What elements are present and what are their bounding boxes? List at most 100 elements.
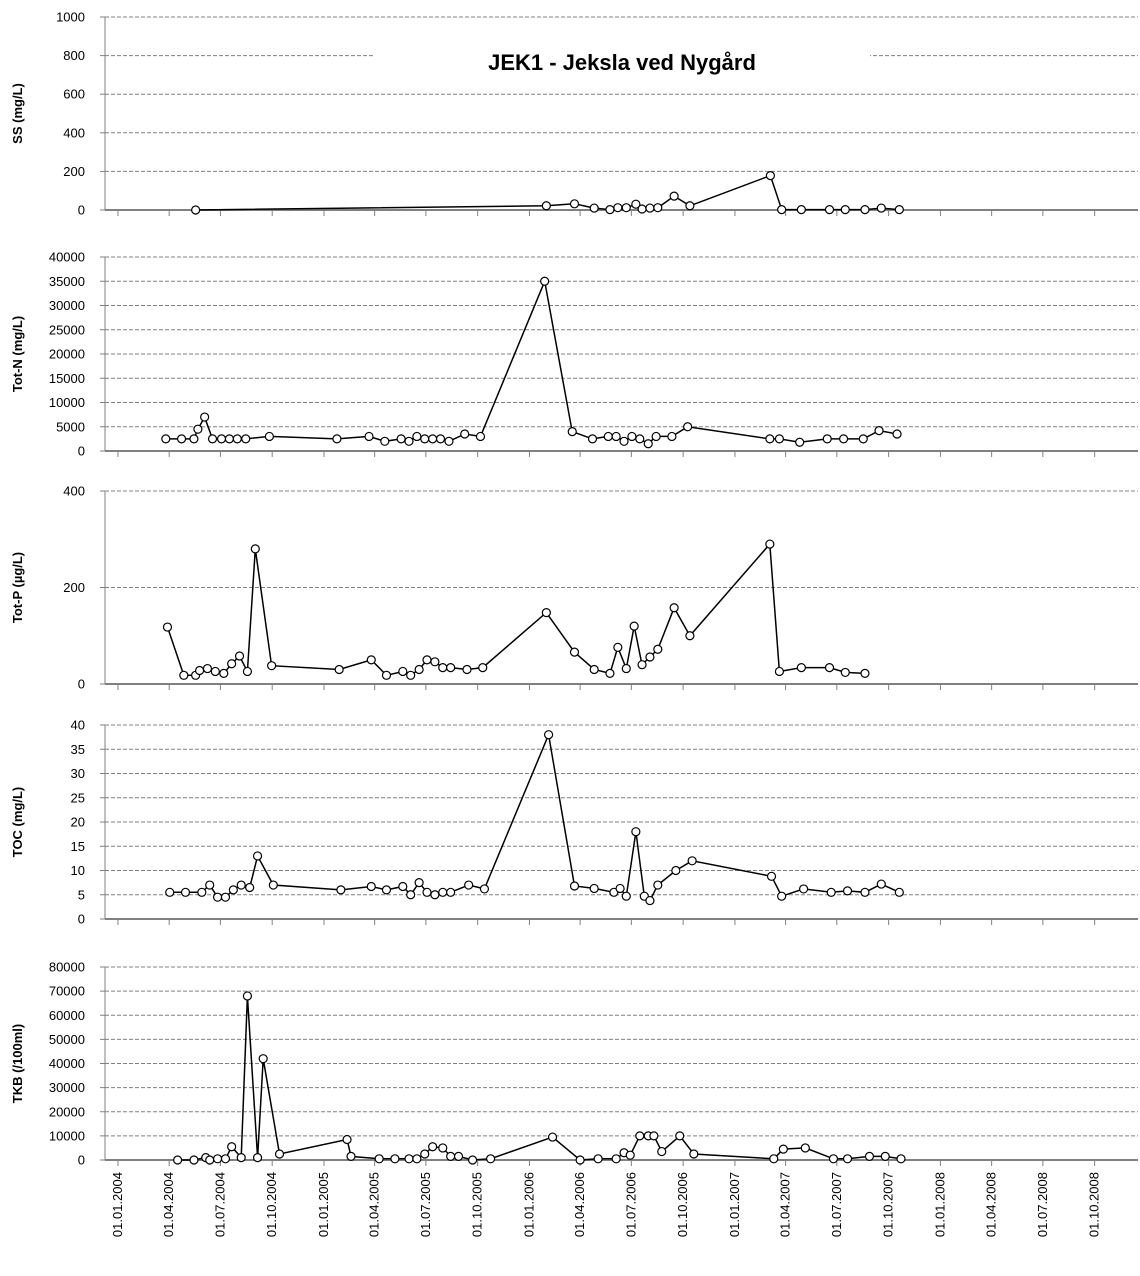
data-point <box>547 1132 558 1142</box>
data-point <box>422 887 432 897</box>
y-tick-label: 200 <box>63 164 85 179</box>
data-point <box>543 730 554 740</box>
y-tick-label: 40000 <box>49 250 85 265</box>
data-point <box>671 865 681 876</box>
data-point <box>478 662 488 673</box>
data-point <box>777 891 787 901</box>
data-point <box>625 1150 635 1160</box>
data-point <box>430 890 440 900</box>
x-tick-label: 01.07.2004 <box>212 1172 227 1237</box>
data-point <box>842 1154 853 1164</box>
data-point <box>645 895 655 906</box>
data-point <box>635 434 645 444</box>
data-point <box>824 662 835 673</box>
data-point <box>267 661 277 671</box>
x-tick-label: 01.01.2008 <box>932 1172 947 1237</box>
data-point <box>446 662 456 673</box>
data-point <box>197 887 207 897</box>
data-point <box>840 667 850 678</box>
data-point <box>575 1155 585 1165</box>
y-tick-label: 70000 <box>49 984 85 999</box>
y-tick-label: 60000 <box>49 1008 85 1023</box>
data-point <box>864 1151 875 1161</box>
data-point <box>241 434 251 444</box>
data-point <box>824 205 835 215</box>
data-point <box>398 881 408 892</box>
data-point <box>894 887 904 897</box>
x-tick-label: 01.01.2005 <box>316 1172 331 1237</box>
data-line <box>169 732 900 902</box>
data-point <box>236 1152 246 1163</box>
data-point <box>569 199 580 209</box>
data-point <box>268 880 278 890</box>
data-point <box>438 662 448 673</box>
data-point <box>236 880 246 890</box>
data-point <box>428 1142 438 1152</box>
data-point <box>366 655 376 665</box>
y-tick-label: 20000 <box>49 1104 85 1119</box>
y-tick-label: 20 <box>71 815 85 830</box>
y-tick-label: 0 <box>78 444 85 459</box>
data-point <box>621 203 631 213</box>
data-point <box>232 434 242 444</box>
data-point <box>219 668 229 678</box>
data-point <box>252 1152 263 1163</box>
y-tick-label: 10000 <box>49 395 85 410</box>
data-point <box>404 1154 414 1164</box>
data-point <box>381 670 392 680</box>
data-point <box>475 431 486 442</box>
data-point <box>765 539 775 549</box>
data-point <box>220 1154 231 1164</box>
y-tick-label: 15 <box>71 839 85 854</box>
y-tick-label: 10000 <box>49 1128 85 1143</box>
data-point <box>412 431 422 442</box>
data-point <box>176 434 187 444</box>
data-point <box>446 1151 456 1161</box>
data-point <box>420 434 430 444</box>
y-tick-label: 30000 <box>49 298 85 313</box>
y-tick-label: 0 <box>78 677 85 692</box>
data-point <box>649 1131 659 1141</box>
data-point <box>631 827 641 837</box>
data-point <box>220 892 231 902</box>
data-point <box>880 1151 890 1161</box>
data-point <box>651 431 661 442</box>
data-point <box>774 666 785 677</box>
x-tick-label: 01.07.2008 <box>1035 1172 1050 1237</box>
data-point <box>252 851 263 861</box>
data-point <box>840 205 850 215</box>
data-point <box>587 434 598 444</box>
data-point <box>822 434 832 444</box>
data-point <box>486 1154 496 1164</box>
y-tick-label: 10 <box>71 863 85 878</box>
data-point <box>629 621 639 631</box>
data-point <box>207 434 218 444</box>
data-point <box>194 665 205 676</box>
data-point <box>189 434 199 444</box>
x-tick-label: 01.01.2007 <box>727 1172 742 1237</box>
data-point <box>479 884 490 894</box>
data-point <box>621 663 631 674</box>
data-point <box>796 662 806 673</box>
data-point <box>541 607 551 618</box>
data-point <box>332 434 342 444</box>
data-point <box>669 603 679 613</box>
data-point <box>593 1154 603 1164</box>
data-point <box>611 1154 621 1164</box>
data-point <box>438 887 448 897</box>
y-tick-label: 5000 <box>56 419 85 434</box>
data-point <box>687 856 697 866</box>
data-point <box>637 660 647 670</box>
data-point <box>422 655 432 665</box>
data-line <box>166 542 866 677</box>
data-point <box>216 434 227 444</box>
data-point <box>799 884 809 894</box>
data-point <box>796 205 806 215</box>
y-tick-label: 40000 <box>49 1056 85 1071</box>
data-point <box>162 622 173 632</box>
y-axis-label: SS (mg/L) <box>10 83 25 144</box>
data-point <box>462 664 472 675</box>
data-point <box>613 642 623 652</box>
data-point <box>414 664 424 675</box>
data-point <box>645 652 655 662</box>
